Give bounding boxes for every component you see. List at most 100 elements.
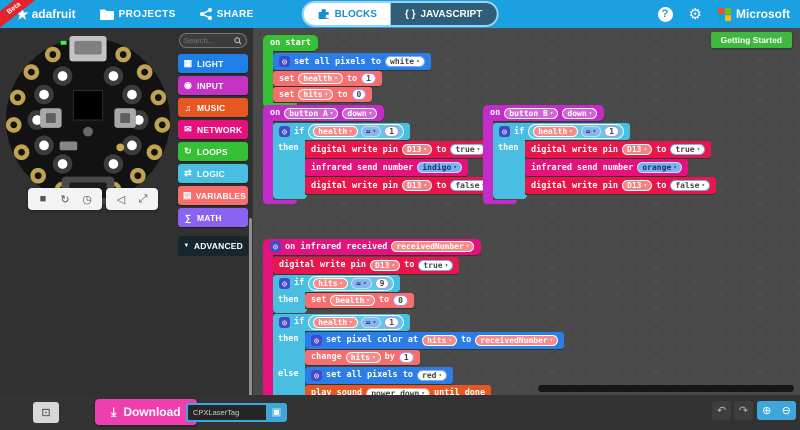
event-dropdown[interactable]: down (562, 107, 598, 119)
variable-dropdown[interactable]: hits (313, 277, 349, 289)
number-color-dropdown[interactable]: indigo (417, 162, 462, 173)
number-input[interactable]: 0 (351, 89, 367, 100)
on-button-a-hat[interactable]: on button A down (263, 105, 385, 121)
category-math[interactable]: ∑ MATH (178, 208, 248, 227)
number-input[interactable]: 1 (384, 126, 400, 137)
number-color-dropdown[interactable]: orange (637, 162, 682, 173)
boolean-dropdown[interactable]: true (418, 259, 454, 271)
received-number-dropdown[interactable]: receivedNumber (391, 241, 475, 252)
pin-dropdown[interactable]: D13 (402, 144, 433, 155)
variable-dropdown[interactable]: hits (298, 89, 334, 100)
on-start-hat[interactable]: on start (263, 35, 318, 51)
number-input[interactable]: 9 (374, 277, 390, 289)
zoom-out-button[interactable]: ⊖ (781, 405, 791, 417)
play-sound-block[interactable]: play sound power down until done (305, 384, 492, 395)
category-logic[interactable]: ⇄ LOGIC (178, 164, 248, 183)
reset-button[interactable] (83, 126, 93, 137)
number-input[interactable]: 1 (361, 73, 376, 84)
digital-write-block[interactable]: digital write pin D13 to true (305, 141, 492, 158)
help-button[interactable]: ? (657, 6, 673, 22)
category-network[interactable]: ✉ NETWORK (178, 120, 248, 139)
variable-dropdown[interactable]: health (313, 126, 358, 137)
pin-dropdown[interactable]: D13 (402, 180, 433, 191)
event-dropdown[interactable]: down (342, 107, 378, 119)
download-button[interactable]: ⤓ Download (95, 399, 197, 425)
condition-block[interactable]: hits = 9 (308, 275, 395, 291)
canvas-horizontal-scrollbar[interactable] (538, 385, 794, 392)
tab-blocks[interactable]: BLOCKS (303, 3, 391, 25)
on-infrared-received-hat[interactable]: ◎ on infrared received receivedNumber (263, 238, 482, 255)
project-name-input[interactable] (186, 403, 266, 422)
digital-write-block[interactable]: digital write pin D13 to false (305, 177, 497, 194)
category-music[interactable]: ♫ MUSIC (178, 98, 248, 117)
operator-dropdown[interactable]: = (360, 126, 382, 137)
operator-dropdown[interactable]: = (360, 316, 382, 328)
digital-write-block[interactable]: digital write pin D13 to true (525, 141, 712, 158)
pin-dropdown[interactable]: D13 (370, 259, 401, 271)
sound-dropdown[interactable]: power down (366, 387, 430, 395)
digital-write-block[interactable]: digital write pin D13 to false (525, 177, 717, 194)
if-block[interactable]: ◎ if health = 1 then (493, 123, 717, 199)
set-health-block[interactable]: set health to 1 (273, 71, 382, 86)
category-input[interactable]: ◉ INPUT (178, 76, 248, 95)
color-dropdown[interactable]: red (417, 369, 448, 381)
set-all-pixels-block[interactable]: ◎ set all pixels to red (305, 366, 454, 384)
variable-dropdown[interactable]: hits (345, 351, 381, 363)
on-button-b-hat[interactable]: on button B down (483, 105, 605, 121)
category-variables[interactable]: ▤ VARIABLES (178, 186, 248, 205)
variable-dropdown[interactable]: health (533, 126, 578, 137)
toolbox-scrollbar[interactable] (249, 218, 252, 416)
restart-button[interactable]: ↻ (60, 193, 70, 206)
button-dropdown[interactable]: button A (284, 107, 339, 119)
save-button[interactable]: ▣ (266, 403, 287, 422)
on-infrared-received-block[interactable]: ◎ on infrared received receivedNumber di… (263, 236, 565, 395)
color-dropdown[interactable]: white (385, 56, 425, 67)
operator-dropdown[interactable]: = (580, 126, 602, 137)
slow-mo-button[interactable]: ◷ (82, 193, 92, 206)
number-input[interactable]: 0 (393, 294, 408, 306)
share-button[interactable]: SHARE (199, 8, 254, 20)
redo-button[interactable]: ↷ (734, 401, 753, 420)
number-input[interactable]: 1 (604, 126, 620, 137)
toolbox-search[interactable] (179, 33, 247, 48)
category-loops[interactable]: ↻ LOOPS (178, 142, 248, 161)
button-dropdown[interactable]: button B (504, 107, 559, 119)
settings-gear-icon[interactable]: ⚙ (688, 5, 702, 23)
infrared-send-block[interactable]: infrared send number indigo (305, 159, 468, 176)
slide-switch[interactable] (59, 141, 78, 151)
fullscreen-button[interactable]: ⤢ (138, 192, 148, 205)
set-hits-block[interactable]: set hits to 0 (273, 87, 373, 102)
getting-started-button[interactable]: Getting Started (710, 32, 792, 48)
tab-javascript[interactable]: { } JAVASCRIPT (390, 3, 497, 25)
pin-dropdown[interactable]: D13 (622, 180, 653, 191)
if-hits-block[interactable]: ◎ if hits = 9 then (273, 274, 414, 313)
variable-dropdown[interactable]: health (298, 73, 343, 84)
projects-button[interactable]: PROJECTS (99, 9, 176, 20)
stop-button[interactable]: ■ (39, 193, 47, 205)
boolean-dropdown[interactable]: false (670, 180, 711, 191)
undo-button[interactable]: ↶ (712, 401, 731, 420)
search-input[interactable] (184, 36, 234, 45)
category-light[interactable]: ▦ LIGHT (178, 54, 248, 73)
variable-dropdown[interactable]: receivedNumber (475, 334, 559, 346)
on-start-block[interactable]: on start ◎ set all pixels to white set h… (263, 32, 431, 107)
change-hits-block[interactable]: change hits by 1 (305, 349, 420, 365)
boolean-dropdown[interactable]: true (670, 144, 706, 155)
set-pixel-color-block[interactable]: ◎ set pixel color at hits to receivedNum… (305, 331, 565, 349)
boolean-dropdown[interactable]: true (450, 144, 486, 155)
block-canvas[interactable]: Getting Started on start ◎ set all pixel… (253, 28, 800, 395)
connect-device-button[interactable]: ⊡ (33, 402, 59, 423)
on-button-a-block[interactable]: on button A down ◎ if health = 1 (263, 102, 497, 204)
on-button-b-block[interactable]: on button B down ◎ if health = 1 (483, 102, 717, 204)
set-health-block[interactable]: set health to 0 (305, 292, 414, 308)
variable-dropdown[interactable]: hits (422, 334, 458, 346)
if-else-health-block[interactable]: ◎ if health = 1 then (273, 313, 565, 395)
infrared-send-block[interactable]: infrared send number orange (525, 159, 688, 176)
condition-block[interactable]: health = 1 (308, 124, 405, 139)
condition-block[interactable]: health = 1 (528, 124, 625, 139)
variable-dropdown[interactable]: health (330, 294, 375, 306)
operator-dropdown[interactable]: = (351, 277, 372, 289)
category-advanced[interactable]: ▼ ADVANCED (178, 236, 248, 255)
mute-button[interactable]: ◁ (116, 193, 126, 206)
number-input[interactable]: 1 (398, 351, 414, 363)
